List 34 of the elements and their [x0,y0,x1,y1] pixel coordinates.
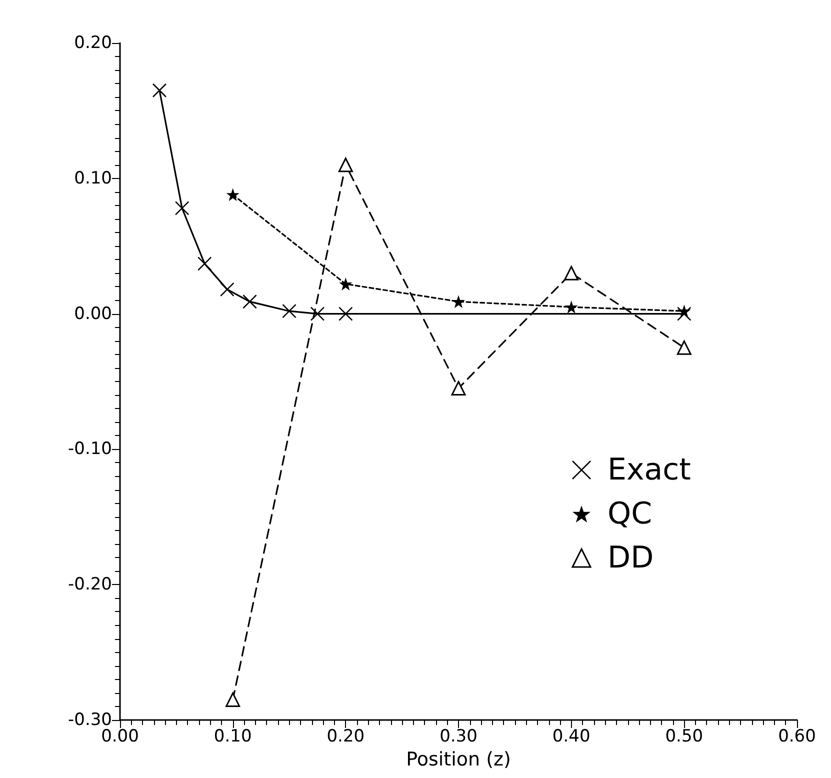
point [226,692,240,707]
point [226,188,240,202]
y-tick-label: 0.10 [74,168,112,188]
point [678,304,691,318]
y-tick-label: -0.10 [68,439,112,460]
point [338,306,353,321]
point [282,304,296,318]
point [174,201,190,216]
point [310,306,325,321]
point [338,158,353,172]
y-tick-label: 0.20 [74,33,112,53]
legend-label: DD [608,540,654,576]
x-tick-label: 0.20 [326,726,365,746]
point [564,300,578,314]
point [339,278,352,291]
x-tick-label: 0.50 [665,726,704,746]
legend-label: Exact [608,452,692,488]
point [677,306,692,321]
x-tick-label: 0.10 [214,726,252,746]
x-axis-title: Position (z) [406,748,511,770]
point [197,256,212,271]
point [242,294,257,309]
point [676,340,692,355]
point [152,83,167,98]
point [220,282,234,297]
x-tick-label: 0.40 [552,726,590,746]
point [452,295,465,308]
point [451,381,466,396]
y-tick-label: -0.20 [68,574,112,595]
legend-label: QC [608,496,652,532]
point [564,266,579,280]
y-tick-label: 0.00 [74,304,112,324]
x-tick-label: 0.30 [440,726,478,746]
x-tick-label: 0.60 [778,726,816,746]
